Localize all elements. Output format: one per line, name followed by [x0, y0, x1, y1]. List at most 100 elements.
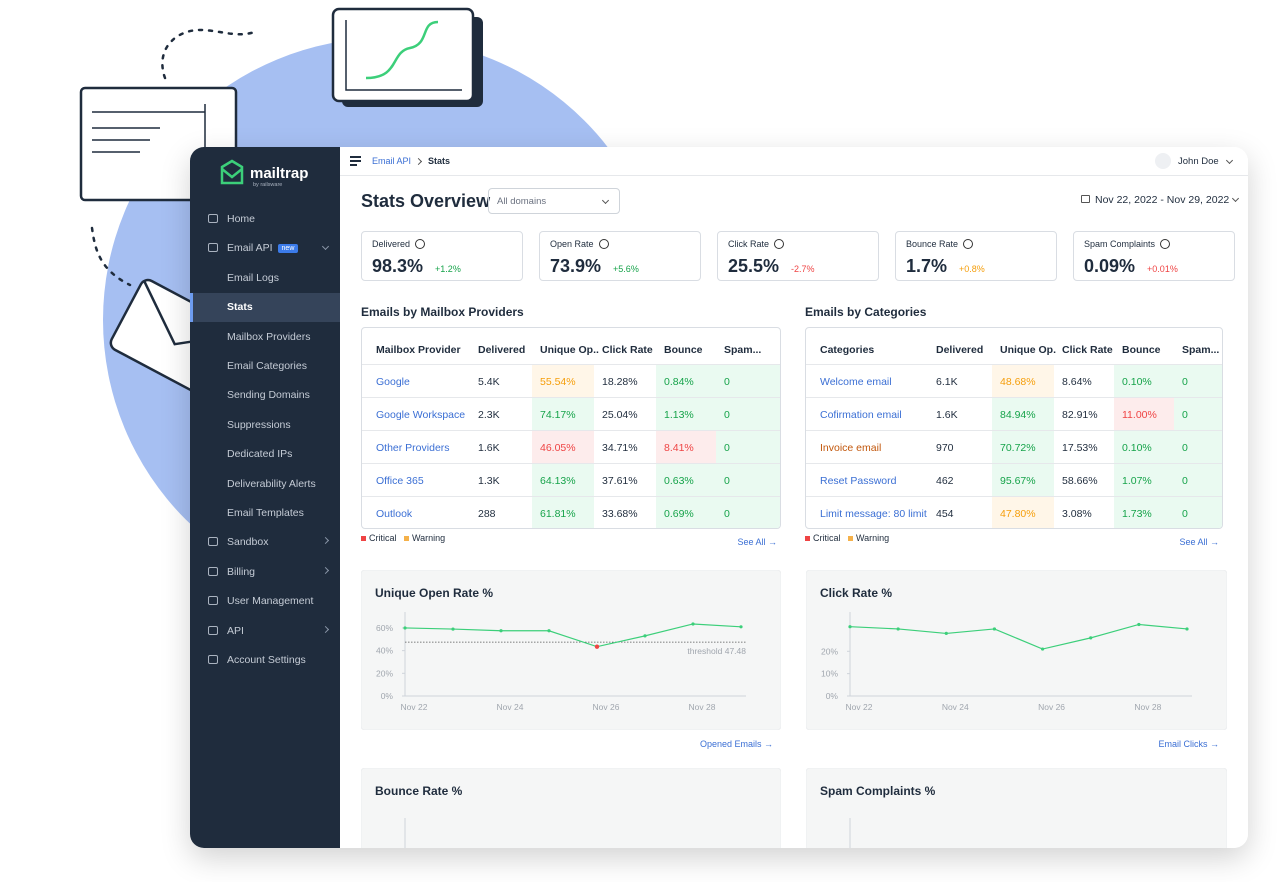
nav-item[interactable]: Account Settings	[227, 653, 306, 667]
y-tick-label: 60%	[376, 623, 393, 633]
threshold-label: threshold 47.48	[687, 646, 746, 656]
nav-label: Billing	[227, 565, 256, 578]
nav-label: Sending Domains	[227, 389, 310, 402]
column-header: Bounce	[1122, 344, 1161, 356]
row-link[interactable]: Limit message: 80 limit	[820, 508, 927, 520]
nav-item[interactable]: API	[227, 624, 244, 638]
cell: 0	[724, 376, 730, 388]
cell: 34.71%	[602, 442, 638, 454]
cell: 462	[936, 475, 954, 487]
column-header: Delivered	[936, 344, 984, 356]
cell: 0	[1182, 442, 1188, 454]
panel-bg	[806, 570, 1227, 730]
see-all-link[interactable]: See All →	[737, 537, 777, 547]
y-tick-label: 10%	[821, 669, 838, 679]
domain-select[interactable]: All domains	[488, 188, 620, 214]
row-link[interactable]: Other Providers	[376, 442, 450, 454]
user-icon	[1155, 153, 1171, 169]
row-link[interactable]: Google Workspace	[376, 409, 466, 421]
kpi-card: Click Rate 25.5% -2.7%	[717, 231, 879, 281]
nav-item[interactable]: Stats	[227, 300, 253, 314]
chart-panel: Spam Complaints %	[806, 768, 1227, 848]
cell-bg	[1174, 464, 1222, 496]
cell: 0	[724, 442, 730, 454]
nav-item[interactable]: Home	[227, 212, 255, 226]
row-link[interactable]: Welcome email	[820, 376, 892, 388]
nav-item[interactable]: Email Logs	[227, 271, 279, 285]
nav-item[interactable]: User Management	[227, 594, 313, 608]
row-link[interactable]: Office 365	[376, 475, 424, 487]
cell: 8.41%	[664, 442, 694, 454]
breadcrumb-link[interactable]: Email API	[372, 156, 412, 166]
logo-subtext: by railsware	[253, 182, 283, 188]
y-tick-label: 0%	[381, 691, 394, 701]
nav-item[interactable]: Email Categories	[227, 359, 307, 373]
cell-bg	[1174, 398, 1222, 430]
logo-text: mailtrap	[250, 165, 309, 182]
nav-item[interactable]: Dedicated IPs	[227, 447, 292, 461]
nav-item[interactable]: Mailbox Providers	[227, 330, 310, 344]
nav-label: Email Categories	[227, 360, 307, 372]
menu-icon	[350, 164, 357, 166]
data-point	[451, 627, 455, 631]
nav-item[interactable]: Email Templates	[227, 506, 304, 520]
nav-item[interactable]: Suppressions	[227, 418, 291, 432]
cell: 18.28%	[602, 376, 638, 388]
cell: 46.05%	[540, 442, 576, 454]
calendar-icon	[1081, 195, 1090, 203]
data-point	[594, 644, 600, 649]
data-point	[1185, 627, 1189, 631]
cell-bg	[532, 431, 594, 463]
cell-bg	[1174, 497, 1222, 528]
user-name[interactable]: John Doe	[1178, 156, 1219, 167]
table: Mailbox Provider Delivered Unique Op.. Clic…	[361, 327, 781, 529]
kpi-card: Open Rate 73.9% +5.6%	[539, 231, 701, 281]
cell: 17.53%	[1062, 442, 1098, 454]
row-link[interactable]: Outlook	[376, 508, 413, 520]
cell: 48.68%	[1000, 376, 1036, 388]
chevron	[321, 566, 330, 574]
nav-item[interactable]: Billing	[227, 565, 255, 579]
select-text: All domains	[497, 196, 547, 207]
kpi-value-row: 0.09% +0.01%	[1084, 256, 1178, 277]
column-header: Unique Op..	[540, 344, 599, 356]
row-link[interactable]: Invoice email	[820, 442, 882, 454]
nav-icon	[208, 243, 218, 253]
see-all-link[interactable]: See All →	[1179, 537, 1219, 547]
cell: 0.10%	[1122, 376, 1152, 388]
legend-label: Warning	[412, 533, 446, 543]
help-icon	[598, 239, 609, 249]
nav-icon	[208, 596, 218, 606]
data-point	[1040, 647, 1045, 651]
breadcrumb-current: Stats	[428, 156, 451, 166]
cell: 1.73%	[1122, 508, 1152, 520]
chart-link[interactable]: Email Clicks →	[1158, 739, 1219, 749]
nav-label: Mailbox Providers	[227, 330, 311, 343]
data-point	[499, 629, 503, 633]
nav-item[interactable]: Sandbox	[227, 535, 268, 549]
kpi-label-row: Delivered	[372, 239, 426, 249]
nav-item[interactable]: Sending Domains	[227, 388, 310, 402]
data-point	[944, 631, 948, 636]
row-link[interactable]: Reset Password	[820, 475, 897, 487]
main: Email API Stats John Doe Stats Overview All …	[340, 147, 1248, 848]
nav-label: Deliverability Alerts	[227, 477, 316, 490]
kpi-label: Bounce Rate	[906, 239, 959, 249]
nav-item[interactable]: Deliverability Alerts	[227, 477, 316, 491]
row-link[interactable]: Google	[376, 376, 410, 388]
kpi-card: Bounce Rate 1.7% +0.8%	[895, 231, 1057, 281]
data-point	[547, 629, 551, 633]
nav-icon	[208, 655, 218, 664]
x-tick-label: Nov 26	[1038, 702, 1065, 712]
cell: 25.04%	[602, 409, 638, 421]
x-tick-label: Nov 22	[846, 702, 873, 712]
chevron	[321, 537, 330, 545]
cell: 3.08%	[1062, 508, 1092, 520]
row-border	[806, 463, 1222, 464]
nav-item[interactable]: Email API new	[227, 241, 299, 255]
row-link[interactable]: Cofirmation email	[820, 409, 902, 421]
chart-link[interactable]: Opened Emails →	[699, 739, 773, 749]
kpi-label-row: Bounce Rate	[906, 239, 974, 249]
date-range[interactable]: Nov 22, 2022 - Nov 29, 2022	[1095, 194, 1230, 206]
data-point	[739, 625, 743, 629]
